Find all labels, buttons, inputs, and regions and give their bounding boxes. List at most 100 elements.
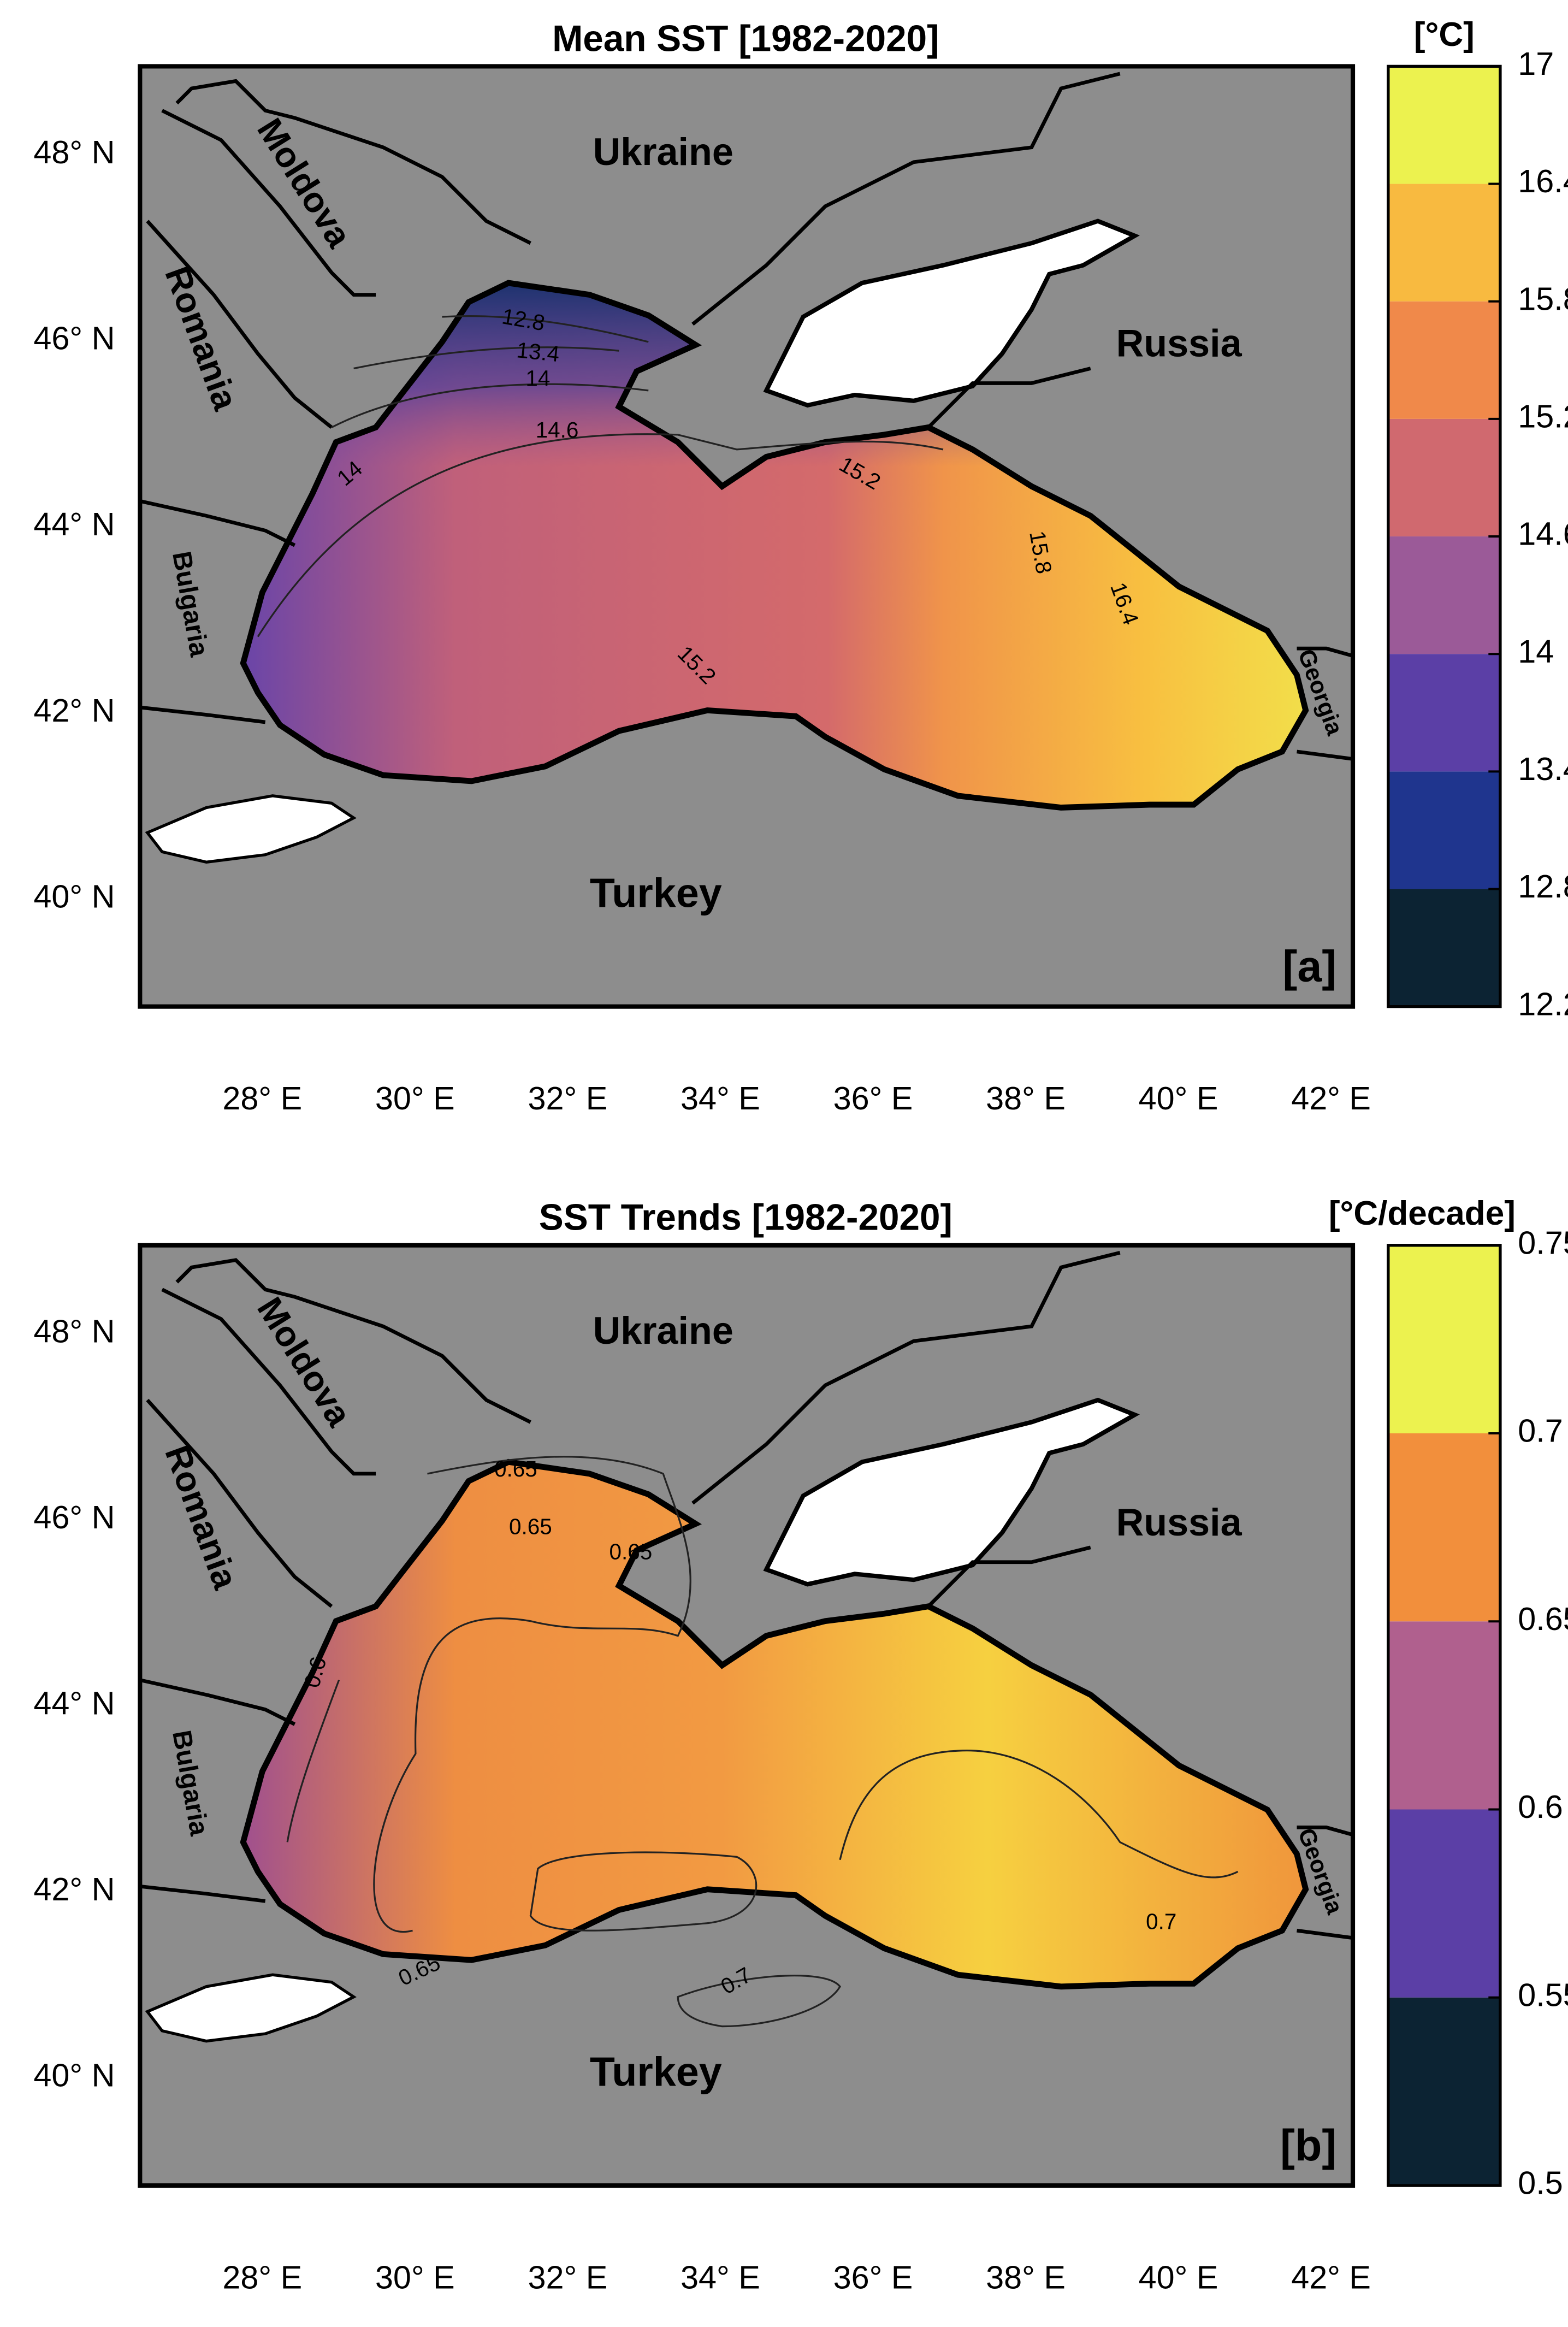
border [161,1287,376,1476]
colorbar-tick-label: 15.8 [1518,280,1568,317]
border [161,109,376,297]
colorbar-bin [1388,889,1500,1007]
lat-tick-label: 42° N [33,1871,115,1907]
country-label: Russia [1116,322,1242,365]
lon-tick-label: 28° E [222,2259,302,2295]
contour-label: 14.6 [536,417,579,442]
lon-tick-label: 28° E [222,1080,302,1117]
marmara-sea [145,794,357,864]
border [139,1678,296,1726]
colorbar-bin [1388,301,1500,419]
contour-line [373,1456,691,1933]
colorbar-bin [1388,1433,1500,1622]
colorbar-tick-label: 0.5 [1518,2165,1563,2201]
lon-tick-label: 30° E [375,1080,455,1117]
lon-tick-label: 42° E [1291,1080,1371,1117]
panel-label: [a] [1282,942,1336,991]
azov-sea [763,218,1140,408]
map-frame [138,64,1356,1009]
lat-tick-label: 40° N [33,878,115,914]
country-label: Ukraine [593,130,733,173]
colorbar-tick-label: 0.75 [1518,1224,1568,1261]
contour-label: 0.65 [609,1539,652,1564]
lon-tick-label: 38° E [986,1080,1066,1117]
panel-title: SST Trends [1982-2020] [539,1197,952,1238]
colorbar-tick-label: 14.6 [1518,516,1568,552]
border [927,367,1091,429]
colorbar-bin [1388,1997,1500,2186]
marmara-sea [145,1973,357,2043]
colorbar-bin [1388,654,1500,772]
colorbar-tick-label: 0.6 [1518,1788,1563,1825]
contour-line [331,383,649,428]
colorbar-bin [1388,1621,1500,1810]
border [146,220,333,429]
coastline [240,1458,1309,1990]
lon-tick-label: 36° E [833,1080,913,1117]
border [175,1258,531,1424]
border [1297,1928,1353,1940]
contour-label: 13.4 [516,337,561,367]
border [175,79,531,245]
contour-label: 0.7 [1146,1909,1176,1934]
contour-line [442,315,649,343]
colorbar-tick-label: 12.2 [1518,985,1568,1022]
lon-tick-label: 32° E [528,2259,607,2295]
lon-tick-label: 36° E [833,2259,913,2295]
lon-tick-label: 38° E [986,2259,1066,2295]
contour-label: 0.65 [494,1456,537,1481]
border [927,1545,1091,1608]
lat-tick-label: 46° N [33,320,115,357]
border [1297,749,1353,761]
colorbar-frame [1387,1244,1502,2187]
lat-tick-label: 40° N [33,2057,115,2094]
colorbar-tick-label: 0.65 [1518,1600,1568,1637]
sea [243,1462,1306,1987]
lat-tick-label: 42° N [33,692,115,729]
colorbar-tick-label: 12.8 [1518,868,1568,905]
colorbar-frame [1387,64,1502,1008]
sea-shade [243,282,1306,808]
colorbar-unit: [°C/decade] [1329,1195,1516,1232]
border [146,1398,333,1608]
map-frame [138,1243,1356,2188]
country-label: Ukraine [593,1309,733,1352]
contour-line [529,1851,758,1932]
colorbar-tick-label: 15.2 [1518,398,1568,435]
colorbar-unit: [°C] [1414,16,1475,54]
border [139,499,296,547]
lon-tick-label: 40° E [1139,2259,1218,2295]
colorbar-bin [1388,184,1500,302]
lon-tick-label: 42° E [1291,2259,1371,2295]
lat-tick-label: 46° N [33,1499,115,1535]
colorbar-tick-label: 0.55 [1518,1976,1568,2013]
country-label: Turkey [590,2050,722,2095]
colorbar-tick-label: 0.7 [1518,1413,1563,1449]
country-label: Russia [1116,1501,1242,1544]
panel-label: [b] [1280,2121,1336,2170]
lat-tick-label: 44° N [33,506,115,542]
colorbar-bin [1388,771,1500,889]
colorbar-bin [1388,1245,1500,1433]
colorbar-tick-label: 14 [1518,633,1554,670]
lon-tick-label: 40° E [1139,1080,1218,1117]
azov-sea [763,1397,1140,1587]
colorbar-tick-label: 13.4 [1518,751,1568,787]
border [139,1884,266,1903]
lon-tick-label: 32° E [528,1080,607,1117]
coastline [240,280,1309,811]
colorbar-bin [1388,1809,1500,1998]
colorbar-bin [1388,66,1500,184]
panel-title: Mean SST [1982-2020] [552,18,939,59]
border [691,1250,1121,1505]
border [1297,1826,1353,1837]
border [1297,646,1353,658]
colorbar-bin [1388,536,1500,654]
contour-line [286,1680,340,1842]
border [139,705,266,724]
country-label: Turkey [590,870,722,916]
contour-label: 0.65 [509,1514,552,1539]
contour-line [353,346,619,370]
